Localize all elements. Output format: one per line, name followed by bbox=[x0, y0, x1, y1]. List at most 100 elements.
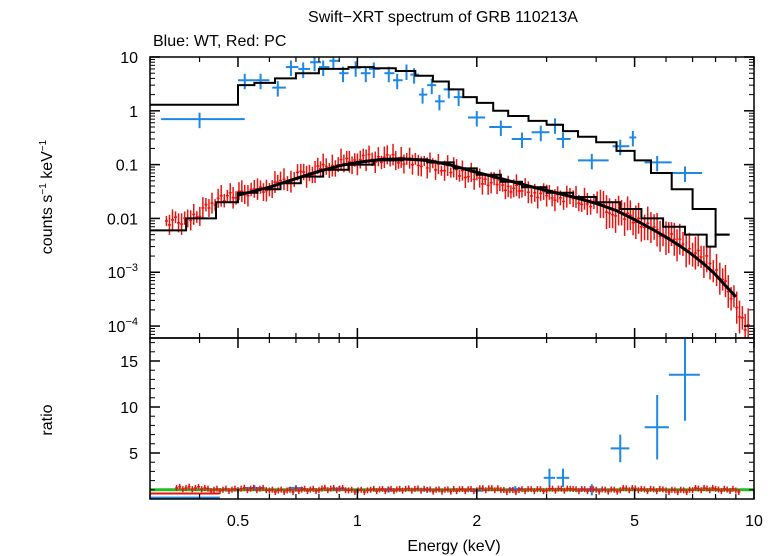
pc-ratio-point bbox=[463, 488, 467, 495]
wt-ratio-point bbox=[556, 468, 570, 488]
pc-point bbox=[458, 170, 462, 182]
pc-ratio-point bbox=[276, 487, 280, 494]
pc-ratio-point bbox=[437, 486, 441, 493]
pc-point bbox=[530, 188, 534, 204]
pc-ratio-point bbox=[535, 486, 539, 493]
pc-ratio-point bbox=[646, 488, 650, 495]
pc-ratio-point bbox=[568, 485, 572, 492]
pc-ratio-point bbox=[362, 489, 366, 496]
pc-ratio-point bbox=[203, 484, 207, 491]
pc-ratio-point bbox=[722, 485, 726, 492]
pc-point bbox=[416, 154, 420, 176]
pc-ratio-point bbox=[693, 484, 697, 491]
pc-point bbox=[174, 211, 178, 224]
pc-point bbox=[542, 183, 546, 200]
pc-ratio-point bbox=[227, 488, 231, 495]
pc-ratio-point bbox=[630, 485, 634, 492]
pc-point bbox=[672, 222, 676, 256]
pc-point bbox=[678, 223, 682, 255]
pc-point bbox=[517, 183, 521, 199]
x-tick-label: 2 bbox=[472, 513, 481, 530]
pc-ratio-point bbox=[636, 487, 640, 494]
pc-ratio-point bbox=[449, 488, 453, 495]
pc-ratio-point bbox=[347, 487, 351, 494]
pc-ratio-point bbox=[594, 486, 598, 493]
pc-ratio-point bbox=[311, 485, 315, 492]
wt-point bbox=[272, 81, 286, 97]
pc-ratio-point bbox=[737, 489, 741, 496]
pc-ratio-point bbox=[481, 485, 485, 492]
pc-ratio-point bbox=[571, 486, 575, 493]
pc-ratio-point bbox=[624, 485, 628, 492]
pc-ratio-point bbox=[273, 488, 277, 495]
pc-ratio-point bbox=[206, 485, 210, 492]
pc-ratio-point bbox=[372, 485, 376, 492]
pc-ratio-point bbox=[699, 487, 703, 494]
y-tick-label: 0.1 bbox=[116, 158, 138, 175]
pc-point bbox=[222, 194, 226, 208]
pc-ratio-point bbox=[520, 486, 524, 493]
pc-ratio-point bbox=[341, 484, 345, 491]
ylabel-main: counts s bbox=[39, 195, 56, 255]
ratio-y-tick-label: 5 bbox=[129, 446, 138, 463]
pc-ratio-point bbox=[545, 487, 549, 494]
pc-ratio-point bbox=[317, 487, 321, 494]
pc-point bbox=[164, 215, 168, 226]
y-tick-label: 0.01 bbox=[107, 211, 138, 228]
pc-ratio-point bbox=[413, 485, 417, 492]
wt-point bbox=[384, 66, 395, 83]
pc-ratio-point bbox=[190, 486, 194, 493]
pc-point bbox=[536, 186, 540, 209]
pc-point bbox=[605, 195, 609, 230]
pc-ratio-point bbox=[676, 489, 680, 496]
pc-point bbox=[738, 300, 742, 334]
pc-ratio-point bbox=[300, 486, 304, 493]
pc-ratio-point bbox=[639, 485, 643, 492]
pc-ratio-point bbox=[386, 486, 390, 493]
pc-point bbox=[693, 236, 697, 270]
pc-ratio-point bbox=[221, 486, 225, 493]
pc-point bbox=[324, 158, 328, 175]
pc-ratio-point bbox=[728, 488, 732, 495]
pc-ratio-point bbox=[682, 487, 686, 494]
wt-point bbox=[402, 64, 412, 80]
pc-point bbox=[708, 247, 712, 280]
pc-point bbox=[480, 173, 484, 195]
wt-point bbox=[350, 61, 361, 77]
pc-ratio-point bbox=[526, 486, 530, 493]
pc-ratio-point bbox=[197, 483, 201, 490]
pc-ratio-point bbox=[642, 486, 646, 493]
wt-point bbox=[644, 155, 672, 172]
pc-ratio-point bbox=[184, 484, 188, 491]
pc-ratio-point bbox=[490, 485, 494, 492]
pc-ratio-point bbox=[586, 488, 590, 495]
pc-ratio-point bbox=[469, 485, 473, 492]
chart-title: Swift−XRT spectrum of GRB 110213A bbox=[308, 9, 578, 26]
pc-ratio-point bbox=[484, 487, 488, 494]
wt-point bbox=[254, 73, 270, 90]
pc-ratio-point bbox=[523, 488, 527, 495]
spectrum-frame bbox=[149, 56, 755, 339]
pc-ratio-point bbox=[395, 486, 399, 493]
pc-ratio-point bbox=[410, 487, 414, 494]
pc-ratio-point bbox=[612, 486, 616, 493]
pc-ratio-point bbox=[705, 485, 709, 492]
wt-point bbox=[467, 111, 486, 127]
wt-point bbox=[237, 73, 255, 90]
pc-point bbox=[681, 232, 685, 256]
x-tick-label: 10 bbox=[745, 513, 763, 530]
pc-ratio-point bbox=[200, 486, 204, 493]
pc-point bbox=[628, 200, 632, 231]
pc-ratio-point bbox=[401, 487, 405, 494]
pc-point bbox=[264, 179, 268, 202]
wt-ratio-point bbox=[543, 468, 556, 488]
pc-ratio-point bbox=[591, 486, 595, 493]
wt-point bbox=[393, 73, 403, 90]
pc-point bbox=[699, 245, 703, 268]
pc-point bbox=[358, 150, 362, 169]
pc-ratio-point bbox=[664, 487, 668, 494]
ratio-y-tick-label: 15 bbox=[120, 354, 138, 371]
chart-subtitle: Blue: WT, Red: PC bbox=[153, 33, 286, 50]
pc-point bbox=[318, 161, 322, 177]
pc-ratio-point bbox=[314, 488, 318, 495]
